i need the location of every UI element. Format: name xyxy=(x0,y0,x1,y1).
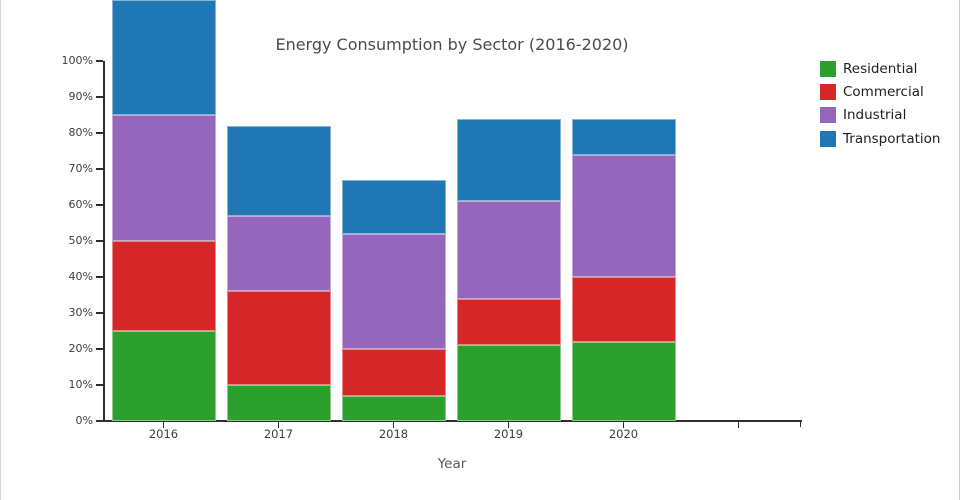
bar-segment-commercial-2020 xyxy=(571,277,676,342)
bar-segment-commercial-2016 xyxy=(111,241,216,331)
bar-segment-commercial-2017 xyxy=(226,291,331,385)
x-tick-mark xyxy=(392,421,395,428)
y-tick-label: 10% xyxy=(68,378,93,391)
bar-segment-transportation-2016 xyxy=(111,0,216,115)
bar-segment-transportation-2018 xyxy=(341,179,446,234)
y-tick-label: 60% xyxy=(68,198,93,211)
y-tick-mark xyxy=(96,132,103,134)
x-tick-mark xyxy=(162,421,165,428)
y-tick-mark xyxy=(96,276,103,278)
x-tick-mark xyxy=(507,421,510,428)
y-tick-label: 100% xyxy=(61,54,93,67)
right-window-edge xyxy=(958,0,960,500)
y-tick-mark xyxy=(96,60,103,62)
y-tick-mark xyxy=(96,384,103,386)
y-tick-label: 30% xyxy=(68,306,93,319)
legend-item-residential: Residential xyxy=(820,57,940,80)
x-tick-mark xyxy=(277,421,280,428)
x-tick-label: 2020 xyxy=(608,427,639,441)
y-tick-label: 80% xyxy=(68,126,93,139)
legend-item-commercial: Commercial xyxy=(820,80,940,103)
x-axis-end-tick xyxy=(799,420,801,427)
x-tick-label: 2016 xyxy=(148,427,179,441)
left-window-edge xyxy=(0,0,1,500)
legend-label: Commercial xyxy=(843,83,924,100)
bar-segment-residential-2017 xyxy=(226,385,331,421)
bar-segment-commercial-2019 xyxy=(456,298,561,346)
x-tick-mark xyxy=(737,421,740,428)
bar-segment-residential-2019 xyxy=(456,345,561,421)
y-tick-mark xyxy=(96,312,103,314)
legend-swatch-residential xyxy=(820,60,836,77)
legend-label: Residential xyxy=(843,60,918,77)
bar-segment-industrial-2018 xyxy=(341,233,446,349)
y-tick-mark xyxy=(96,420,103,422)
y-tick-label: 90% xyxy=(68,90,93,103)
bar-segment-transportation-2019 xyxy=(456,118,561,202)
x-axis-line xyxy=(103,420,802,422)
y-tick-label: 40% xyxy=(68,270,93,283)
bar-segment-residential-2018 xyxy=(341,395,446,421)
y-tick-mark xyxy=(96,240,103,242)
bar-segment-transportation-2020 xyxy=(571,118,676,155)
y-tick-label: 20% xyxy=(68,342,93,355)
legend-item-industrial: Industrial xyxy=(820,104,940,127)
bar-segment-residential-2020 xyxy=(571,341,676,421)
legend-item-transportation: Transportation xyxy=(820,127,940,150)
x-axis-title: Year xyxy=(437,456,467,472)
legend-label: Industrial xyxy=(843,107,907,124)
y-tick-label: 0% xyxy=(75,414,93,427)
legend-swatch-commercial xyxy=(820,83,836,100)
y-tick-mark xyxy=(96,348,103,350)
bar-segment-residential-2016 xyxy=(111,331,216,421)
legend-label: Transportation xyxy=(843,130,941,147)
legend-swatch-industrial xyxy=(820,107,836,124)
legend-swatch-transportation xyxy=(820,130,836,147)
bar-segment-industrial-2016 xyxy=(111,115,216,241)
x-tick-label: 2018 xyxy=(378,427,409,441)
y-tick-mark xyxy=(96,96,103,98)
bar-segment-industrial-2020 xyxy=(571,154,676,277)
y-axis-line xyxy=(103,61,105,421)
x-tick-mark xyxy=(622,421,625,428)
y-tick-mark xyxy=(96,168,103,170)
x-tick-label: 2019 xyxy=(493,427,524,441)
bar-segment-transportation-2017 xyxy=(226,125,331,216)
bar-segment-commercial-2018 xyxy=(341,349,446,396)
chart-title: Energy Consumption by Sector (2016-2020) xyxy=(275,35,629,54)
x-tick-label: 2017 xyxy=(263,427,294,441)
bar-segment-industrial-2019 xyxy=(456,201,561,299)
y-tick-mark xyxy=(96,204,103,206)
y-tick-label: 70% xyxy=(68,162,93,175)
bar-segment-industrial-2017 xyxy=(226,215,331,292)
y-tick-label: 50% xyxy=(68,234,93,247)
legend: Residential Commercial Industrial Transport… xyxy=(820,57,940,150)
